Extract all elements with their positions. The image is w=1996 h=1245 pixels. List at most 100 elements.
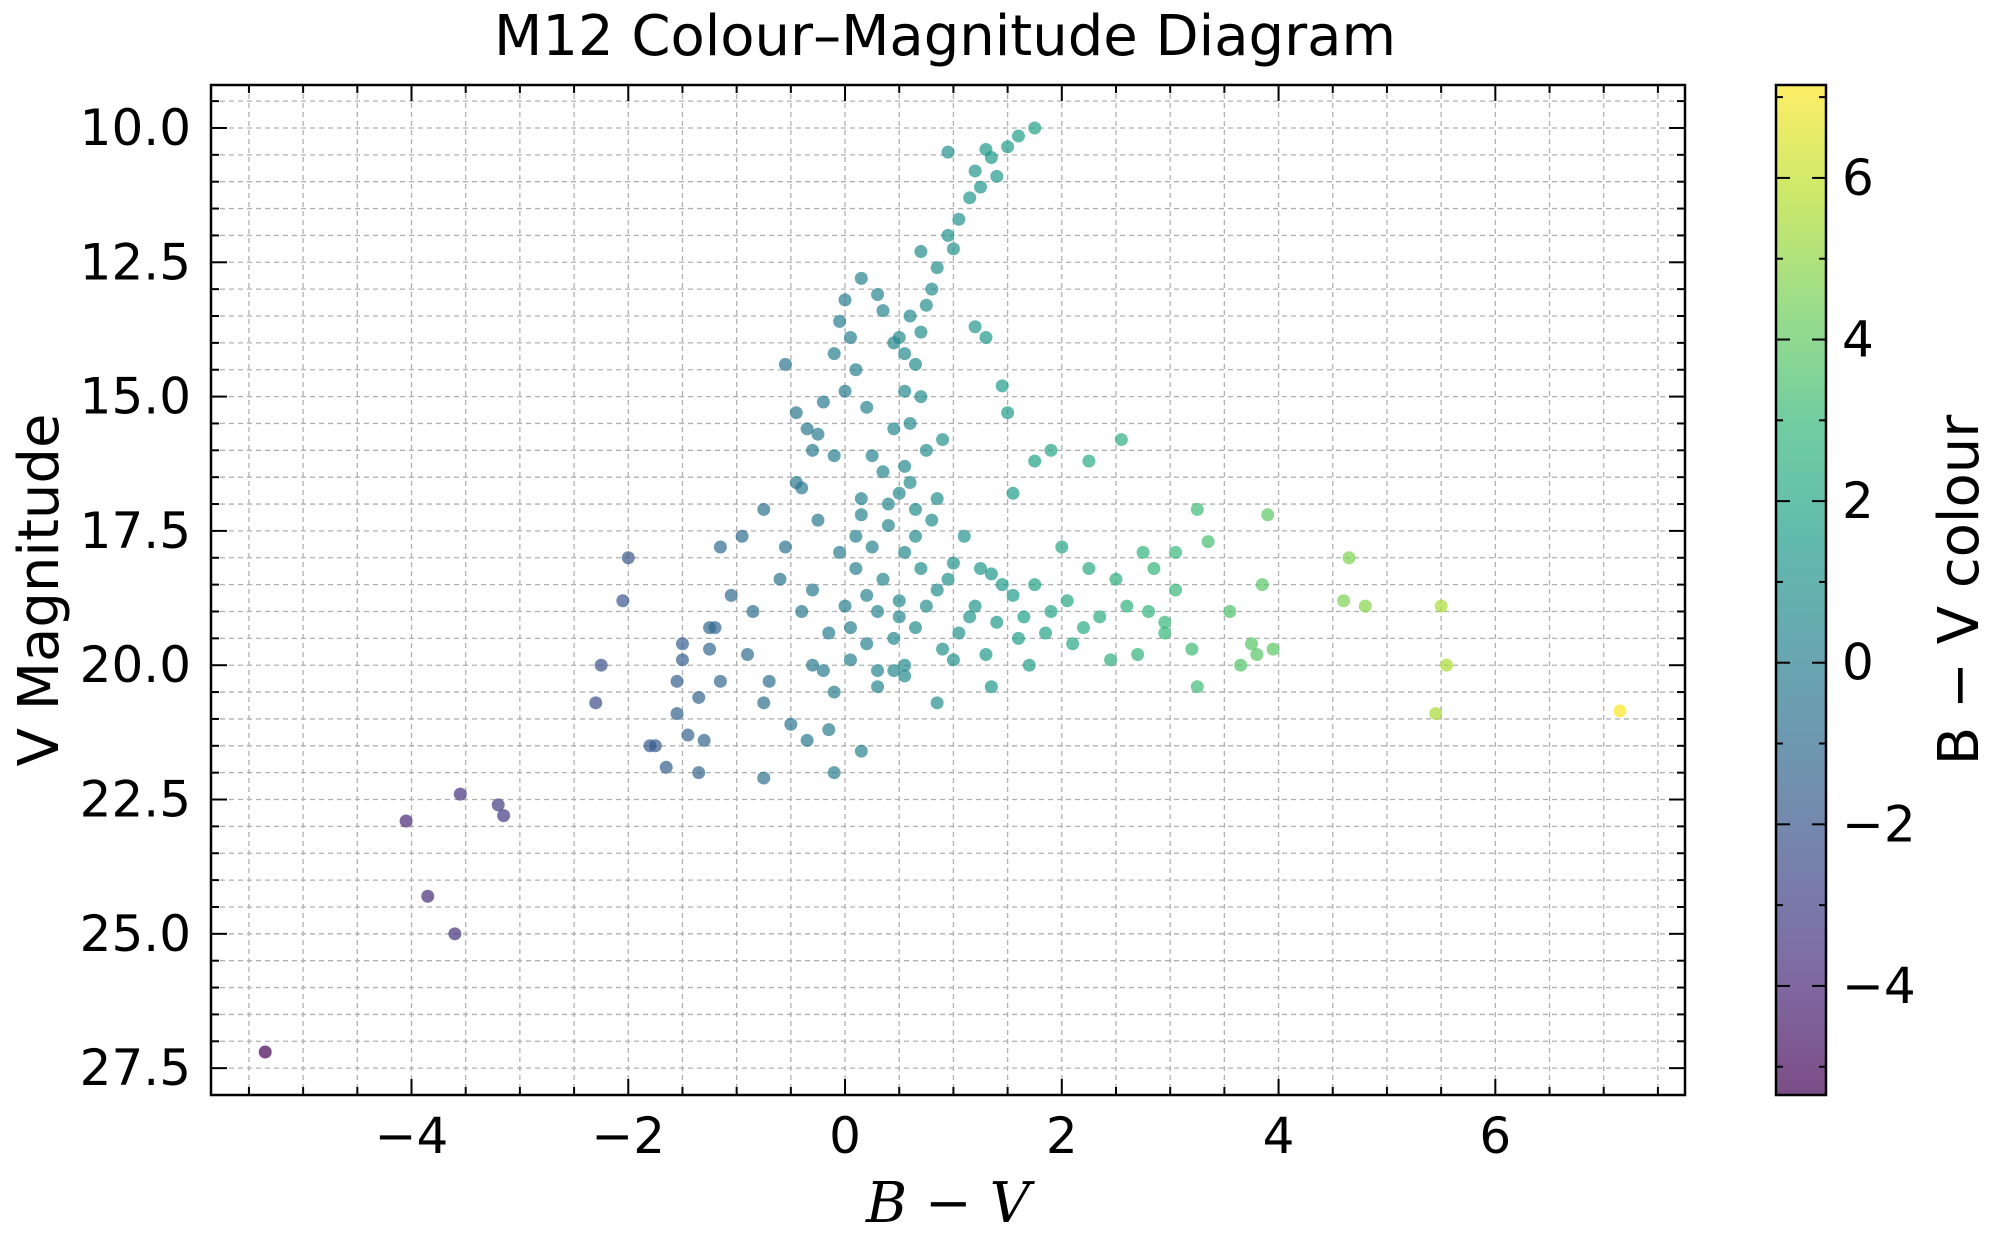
data-point xyxy=(1011,631,1025,645)
data-point xyxy=(979,331,993,344)
colorbar-tick-label: 2 xyxy=(1842,472,1874,530)
colorbar-tick-label: 4 xyxy=(1842,311,1874,369)
data-point xyxy=(670,707,684,721)
data-point xyxy=(1017,610,1031,624)
data-point xyxy=(946,556,960,570)
data-point xyxy=(453,787,467,801)
data-point xyxy=(979,142,993,156)
data-point xyxy=(589,696,603,710)
data-point xyxy=(843,331,857,344)
data-point xyxy=(757,696,771,710)
x-tick-label: 4 xyxy=(1263,1107,1295,1165)
data-point xyxy=(708,621,722,635)
data-point xyxy=(963,191,977,205)
data-point xyxy=(838,293,852,307)
data-point xyxy=(1190,502,1204,516)
data-point xyxy=(1169,545,1183,559)
colorbar-frame xyxy=(1774,83,1828,1097)
data-point xyxy=(659,760,673,774)
data-point xyxy=(914,245,928,259)
data-point xyxy=(1255,578,1269,592)
data-point xyxy=(675,653,689,667)
data-point xyxy=(898,658,912,672)
data-point xyxy=(1001,406,1015,420)
data-point xyxy=(692,766,706,780)
data-point xyxy=(811,427,825,441)
data-point xyxy=(968,164,982,178)
data-point xyxy=(941,572,955,586)
data-point xyxy=(854,492,868,506)
data-point xyxy=(616,594,630,608)
data-point xyxy=(876,465,890,479)
data-point xyxy=(1028,121,1042,135)
data-point xyxy=(990,615,1004,629)
data-point xyxy=(833,545,847,559)
data-point xyxy=(827,766,841,780)
y-axis-label: V Magnitude xyxy=(7,414,72,767)
data-point xyxy=(811,513,825,527)
data-point xyxy=(968,599,982,613)
data-point xyxy=(914,562,928,576)
data-point xyxy=(795,604,809,618)
data-point xyxy=(1261,508,1275,522)
data-point xyxy=(903,416,917,430)
data-point xyxy=(1158,615,1172,629)
data-point xyxy=(1028,578,1042,592)
y-tick-label: 25.0 xyxy=(80,905,191,963)
data-point xyxy=(773,572,787,586)
data-point xyxy=(1060,594,1074,608)
x-tick-label: −2 xyxy=(591,1107,665,1165)
data-point xyxy=(838,384,852,398)
data-point xyxy=(675,637,689,651)
data-point xyxy=(871,604,885,618)
data-point xyxy=(892,610,906,624)
data-point xyxy=(849,562,863,576)
data-point xyxy=(594,658,608,672)
x-tick-label: 0 xyxy=(829,1107,861,1165)
x-tick-label: 2 xyxy=(1046,1107,1078,1165)
data-point xyxy=(984,680,998,694)
data-point xyxy=(497,809,511,823)
data-point xyxy=(713,540,727,554)
data-point xyxy=(1028,454,1042,468)
data-point xyxy=(822,626,836,640)
data-point xyxy=(946,242,960,256)
x-tick-label: 6 xyxy=(1479,1107,1511,1165)
data-point xyxy=(757,771,771,785)
data-point xyxy=(800,733,814,747)
plot-background xyxy=(211,85,1685,1095)
data-point xyxy=(957,529,971,543)
colorbar-ticks: −4 −2 0 2 4 6 xyxy=(1776,96,1916,1068)
data-point xyxy=(941,145,955,159)
data-point xyxy=(903,476,917,490)
data-point xyxy=(860,400,874,414)
data-point xyxy=(827,685,841,699)
plot-area xyxy=(209,83,1687,1097)
y-tick-label: 17.5 xyxy=(80,502,191,560)
data-point xyxy=(903,309,917,323)
data-point xyxy=(1185,642,1199,656)
data-point xyxy=(887,664,901,678)
data-point xyxy=(621,551,635,565)
data-point xyxy=(871,288,885,302)
grid-lines xyxy=(211,85,1685,1096)
data-point xyxy=(1104,653,1118,667)
colorbar-gradient xyxy=(1776,85,1826,1095)
data-point xyxy=(1006,486,1020,500)
data-point xyxy=(849,529,863,543)
data-point xyxy=(898,669,912,683)
data-point xyxy=(968,320,982,334)
x-axis-label: B − V xyxy=(865,1171,1036,1236)
y-axis-tick-labels: 10.0 12.5 15.0 17.5 20.0 22.5 25.0 27.5 xyxy=(80,99,191,1097)
data-point xyxy=(881,497,895,511)
data-point xyxy=(995,379,1009,393)
data-point xyxy=(1142,604,1156,618)
data-point xyxy=(898,545,912,559)
data-point xyxy=(871,680,885,694)
data-point xyxy=(735,529,749,543)
colorbar-tick-label: −4 xyxy=(1842,957,1916,1015)
data-point xyxy=(1055,540,1069,554)
data-point xyxy=(974,180,988,194)
data-point xyxy=(703,642,717,656)
data-point xyxy=(914,325,928,339)
